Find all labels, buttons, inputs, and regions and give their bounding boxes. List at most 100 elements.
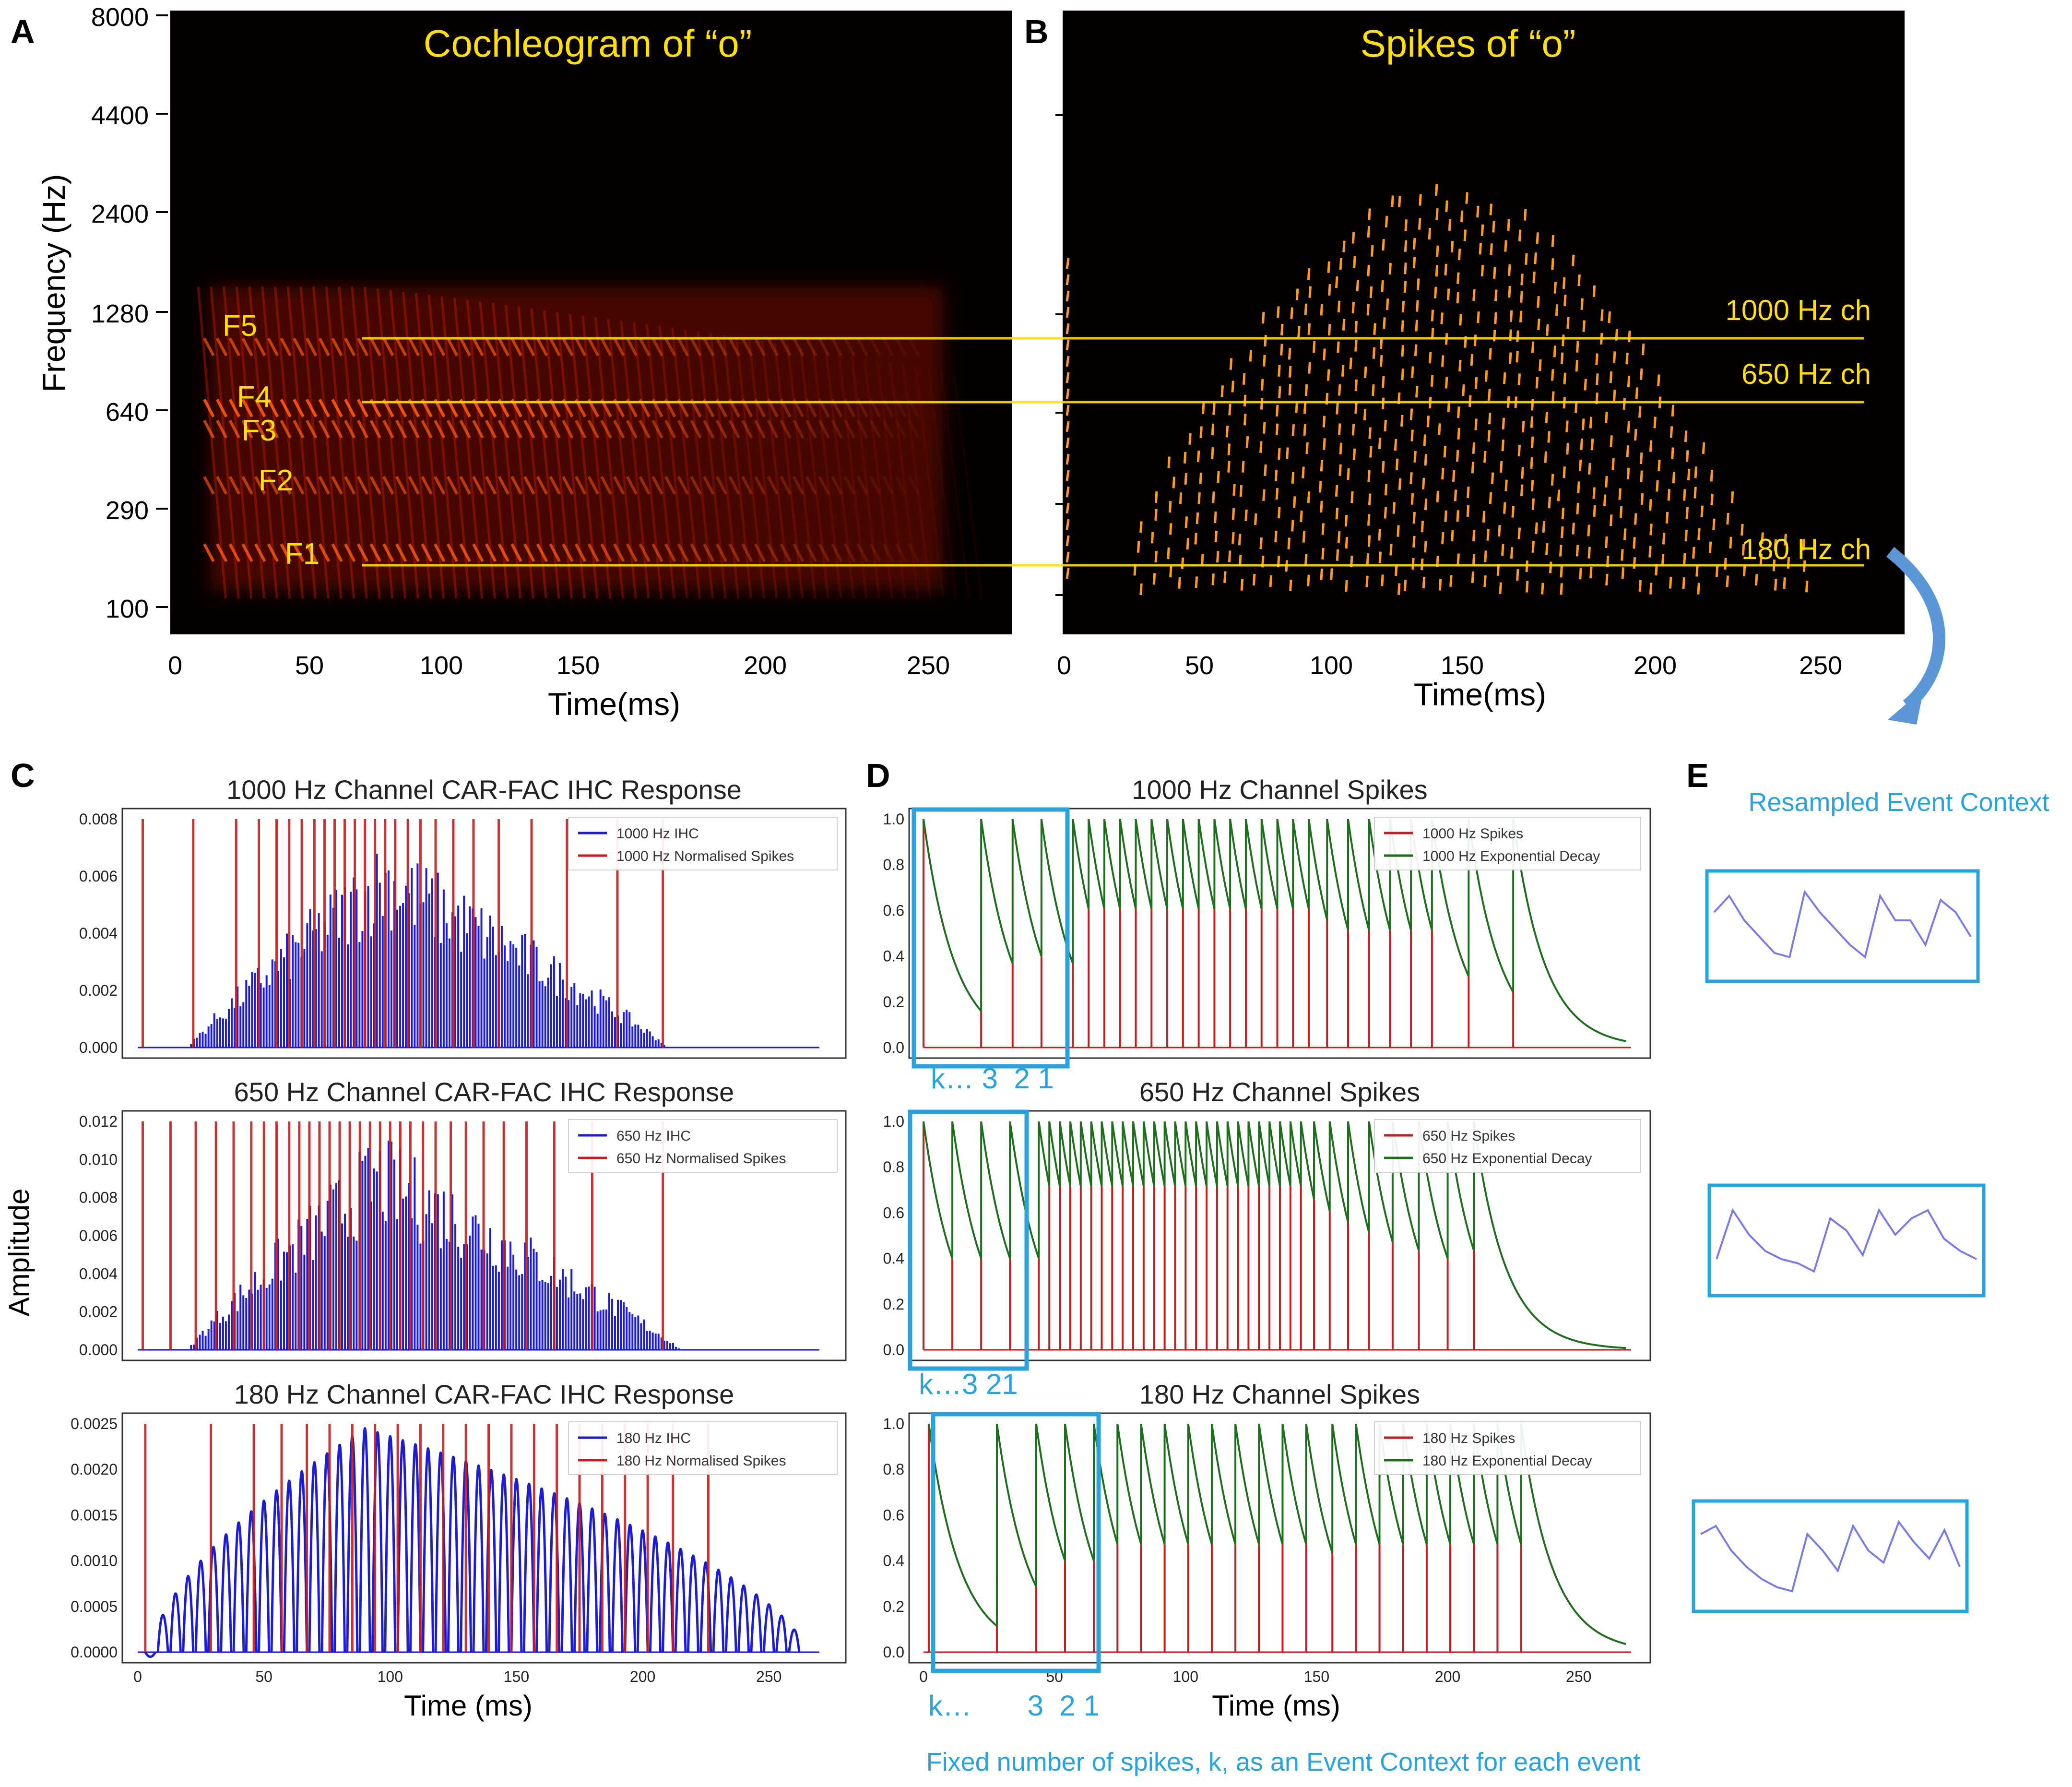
exponential-decay-trace [923, 1121, 1626, 1349]
spike-ytick-label: 0.6 [883, 1204, 904, 1221]
spike-mark [1307, 491, 1311, 503]
ihc-trace [194, 1560, 207, 1653]
spike-mark [1154, 491, 1158, 503]
cochleogram-striation [427, 295, 458, 598]
spike-mark [1397, 583, 1401, 595]
context-label-2: k…3 21 [919, 1368, 1018, 1400]
spike-mark [1277, 306, 1280, 318]
spike-mark [1551, 258, 1554, 270]
cochleogram-formant-ridge [434, 337, 446, 357]
cochleogram-formant-ridge [446, 337, 459, 357]
ihc-ytick-label: 0.012 [79, 1113, 118, 1130]
resampled-context-line [1700, 1520, 1961, 1593]
spike-mark [1303, 402, 1307, 414]
spike-mark [1365, 575, 1369, 587]
cochleogram-formant-ridge [690, 476, 702, 495]
spike-mark [1066, 339, 1070, 351]
spike-mark [1304, 384, 1308, 396]
spike-mark [1575, 545, 1579, 557]
spike-mark [1520, 291, 1523, 303]
spike-mark [1435, 208, 1439, 220]
spike-mark [1154, 509, 1158, 521]
legend-label-decay: 1000 Hz Exponential Decay [1422, 848, 1600, 864]
spike-mark [1605, 411, 1608, 424]
spike-mark [1397, 525, 1400, 537]
cochleogram-formant-ridge [895, 543, 907, 562]
panel-letter-d: D [866, 757, 890, 794]
spike-mark [1228, 550, 1231, 562]
spike-mark [1154, 550, 1158, 563]
cochleogram-formant-ridge [869, 337, 881, 357]
spike-mark [1368, 493, 1372, 505]
ihc-trace [358, 1427, 371, 1653]
cochleogram-formant-ridge [626, 419, 638, 439]
spike-mark [1351, 232, 1355, 244]
spike-mark [1354, 402, 1358, 414]
cochleogram-formant-ridge [613, 337, 625, 357]
spike-mark [1593, 505, 1596, 517]
cochleogram-formant-ridge [421, 419, 433, 439]
frequency-tick-label: 290 [106, 496, 149, 525]
spike-mark [1066, 437, 1070, 449]
spike-mark [1297, 326, 1301, 338]
spike-mark [1476, 205, 1480, 218]
spike-mark [1519, 310, 1523, 322]
spike-mark [1648, 546, 1652, 558]
cochleogram-formant-ridge [241, 399, 253, 417]
cochleogram-formant-ridge [882, 543, 894, 562]
cochleogram-formant-ridge [831, 476, 843, 495]
spike-mark [1444, 377, 1448, 389]
cochleogram-formant-ridge [869, 419, 881, 439]
spike-mark [1354, 379, 1358, 392]
cochleogram-striation [261, 286, 291, 598]
channel-label: 650 Hz ch [1741, 358, 1871, 390]
spike-mark [1465, 192, 1468, 204]
cochleogram-striation [876, 360, 906, 598]
spike-mark [1610, 435, 1613, 447]
cochleogram-formant-ridge [741, 419, 753, 439]
cochleogram-striation [684, 329, 714, 598]
spike-mark [1274, 531, 1278, 543]
spike-mark [1398, 478, 1402, 490]
spike-mark [1626, 467, 1630, 479]
cochleogram-formant-ridge [767, 543, 779, 562]
spike-mark [1412, 512, 1416, 524]
spike-mark [1726, 575, 1729, 587]
spike-mark [1367, 226, 1371, 238]
spike-mark [1400, 415, 1404, 427]
spike-mark [1392, 502, 1396, 514]
spike-mark [1730, 491, 1734, 503]
cochleogram-formant-ridge [267, 476, 279, 495]
legend-label-spikes: 650 Hz Normalised Spikes [616, 1151, 786, 1167]
ihc-trace [169, 1592, 182, 1653]
cochleogram-striation [338, 286, 368, 598]
cochleogram-formant-ridge [421, 337, 433, 357]
cochleogram-formant-ridge [677, 419, 689, 439]
cochleogram-formant-ridge [831, 543, 843, 562]
cochleogram-formant-ridge [318, 476, 331, 495]
spike-mark [1196, 450, 1200, 463]
time-tick-label-a: 200 [744, 651, 787, 680]
spike-mark [1423, 434, 1427, 446]
spike-mark [1302, 531, 1306, 543]
cochleogram-formant-ridge [280, 476, 292, 495]
spike-mark [1634, 429, 1637, 441]
cochleogram-formant-ridge [651, 543, 663, 562]
spike-mark [1424, 454, 1428, 466]
spike-mark [1542, 521, 1546, 533]
spike-mark [1448, 219, 1452, 231]
cochleogram-striation [273, 286, 304, 598]
spike-mark [1378, 529, 1381, 541]
spike-mark [1592, 487, 1596, 499]
spike-mark [1489, 203, 1492, 215]
resampled-context-line [1713, 889, 1972, 959]
spike-mark [1385, 215, 1388, 228]
cochleogram-formant-ridge [497, 419, 509, 439]
spike-mark [1212, 403, 1216, 415]
cochleogram-striation [389, 290, 419, 598]
spike-mark [1388, 262, 1392, 275]
spike-mark [1354, 321, 1358, 333]
cochleogram-formant-ridge [203, 476, 215, 495]
channel-lines: 1000 Hz ch 650 Hz ch 180 Hz ch [362, 294, 1871, 567]
spike-mark [1710, 493, 1714, 506]
